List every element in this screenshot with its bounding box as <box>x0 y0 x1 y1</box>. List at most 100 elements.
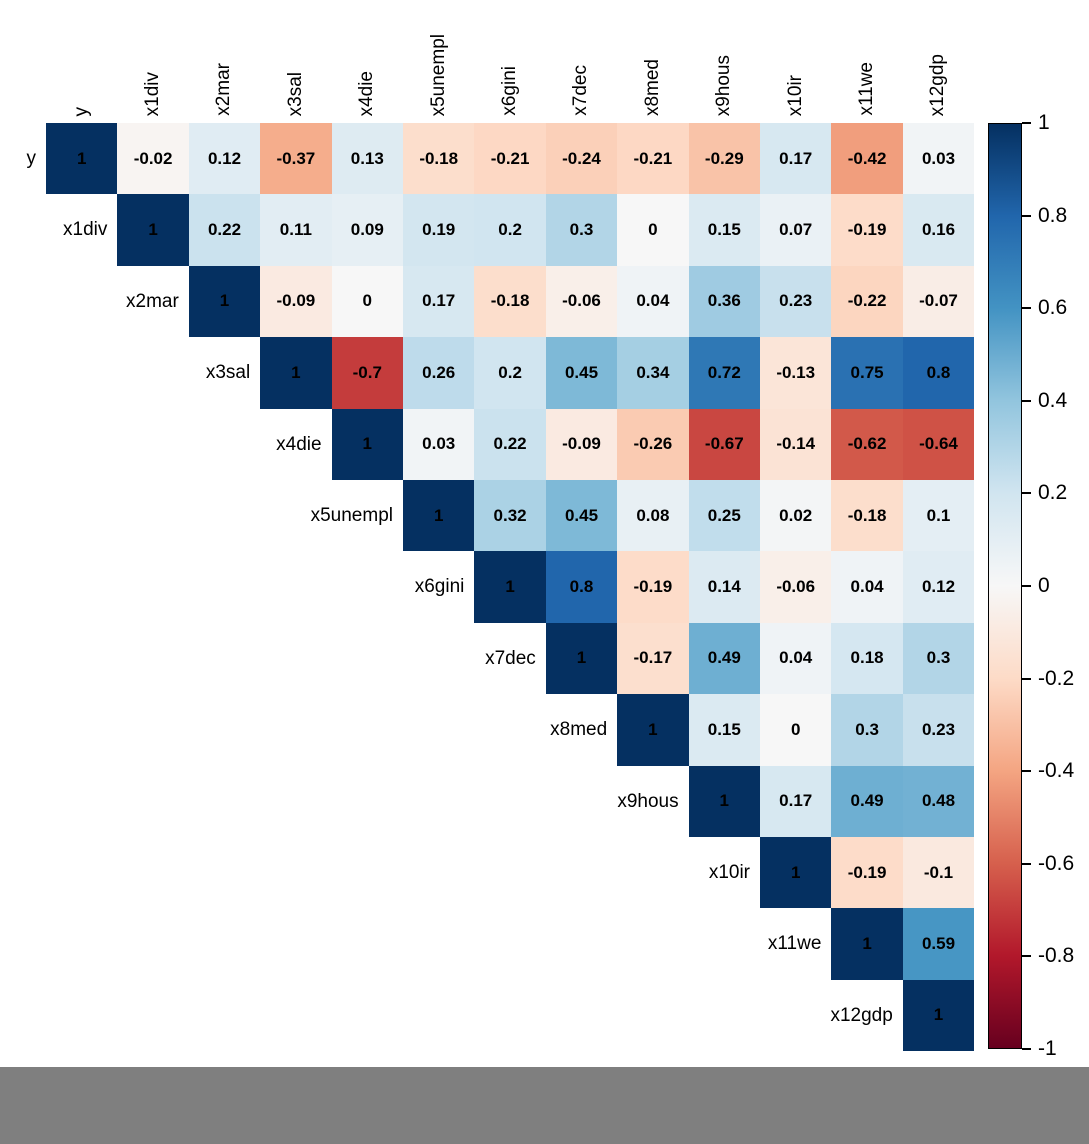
matrix-cell: 0.75 <box>831 337 903 409</box>
row-label: x5unempl <box>310 505 393 526</box>
matrix-cell: 0.08 <box>617 480 689 552</box>
colorbar <box>988 123 1022 1049</box>
matrix-cell: 0.11 <box>260 194 332 266</box>
row-label: x10ir <box>708 862 750 883</box>
footer-bar <box>0 1067 1089 1144</box>
column-label: x7dec <box>546 0 617 116</box>
matrix-cell: 0.72 <box>688 337 760 409</box>
row-label: x8med <box>550 719 608 741</box>
matrix-cell: 0.17 <box>760 765 832 837</box>
column-label: x1div <box>117 0 188 116</box>
row-label: x2mar <box>126 290 179 312</box>
matrix-cell: 0.8 <box>902 337 975 409</box>
matrix-cell: 0.25 <box>688 480 760 552</box>
column-label-text: x6gini <box>499 66 521 116</box>
column-label-text: x7dec <box>570 65 592 116</box>
matrix-cell: 0.8 <box>545 551 618 623</box>
colorbar-tick-label: -0.4 <box>1038 759 1075 783</box>
matrix-cell: 1 <box>260 337 332 409</box>
matrix-cell: 0.32 <box>474 480 546 552</box>
colorbar-tick-label: -0.8 <box>1038 944 1075 968</box>
matrix-cell: 0.1 <box>902 480 975 552</box>
colorbar-tick-mark <box>1022 492 1031 495</box>
matrix-cell: 0.15 <box>688 194 760 266</box>
colorbar-tick-mark <box>1022 1048 1031 1050</box>
row-label: x1div <box>63 219 108 241</box>
matrix-cell: 1 <box>331 408 403 480</box>
colorbar-tick-label: 0.4 <box>1038 388 1068 412</box>
column-label-text: x2mar <box>213 63 235 116</box>
row-label: x9hous <box>617 790 679 812</box>
matrix-cell: -0.18 <box>831 480 903 552</box>
column-label: x8med <box>617 0 688 116</box>
matrix-cell: 0.13 <box>331 123 403 195</box>
matrix-cell: 0.07 <box>760 194 832 266</box>
matrix-cell: 0.59 <box>902 908 975 980</box>
matrix-cell: -0.17 <box>617 622 689 695</box>
matrix-cell: 0.17 <box>760 123 832 195</box>
matrix-cell: 0.34 <box>617 337 689 409</box>
colorbar-tick-mark <box>1022 955 1031 958</box>
matrix-cell: -0.22 <box>831 265 903 338</box>
matrix-cell: 0 <box>760 694 832 766</box>
matrix-cell: 0.26 <box>403 337 475 409</box>
matrix-cell: 0.18 <box>831 622 903 695</box>
matrix-cell: -0.26 <box>617 408 689 480</box>
column-label-text: x1div <box>142 71 164 116</box>
matrix-cell: 1 <box>545 622 618 695</box>
matrix-cell: 0.49 <box>831 765 903 837</box>
column-label-text: x12gdp <box>927 53 949 116</box>
matrix-cell: -0.06 <box>760 551 832 623</box>
matrix-cell: 1 <box>46 123 118 195</box>
matrix-cell: 0.2 <box>474 194 546 266</box>
row-label: x6gini <box>414 576 465 598</box>
matrix-cell: 0 <box>617 194 689 266</box>
colorbar-tick-mark <box>1022 862 1031 865</box>
matrix-cell: -0.7 <box>331 337 403 409</box>
matrix-cell: -0.42 <box>831 123 903 195</box>
matrix-cell: 1 <box>617 694 689 766</box>
column-label: x9hous <box>689 0 760 116</box>
matrix-cell: 0.49 <box>688 622 760 695</box>
column-label: x6gini <box>474 0 545 116</box>
column-label-text: x4die <box>356 70 378 116</box>
matrix-cell: 0.19 <box>403 194 475 266</box>
matrix-cell: 0.48 <box>902 765 975 837</box>
column-label: x3sal <box>260 0 331 116</box>
matrix-cell: 1 <box>760 837 832 909</box>
matrix-cell: 0.17 <box>403 265 475 338</box>
column-label: x10ir <box>760 0 831 116</box>
colorbar-tick-label: 0.2 <box>1038 481 1068 505</box>
matrix-cell: -0.21 <box>617 123 689 195</box>
matrix-cell: -0.29 <box>688 123 760 195</box>
matrix-cell: 0.03 <box>403 408 475 480</box>
matrix-cell: 1 <box>688 765 760 837</box>
column-label-text: x5unempl <box>427 33 449 116</box>
row-label: x11we <box>767 933 822 955</box>
colorbar-tick-mark <box>1022 585 1031 587</box>
matrix-cell: 0.12 <box>188 123 261 195</box>
matrix-cell: 0.22 <box>474 408 546 480</box>
matrix-cell: 0.3 <box>831 694 903 766</box>
colorbar-tick-label: 0.6 <box>1038 296 1068 320</box>
matrix-cell: 0.02 <box>760 480 832 552</box>
colorbar-tick-mark <box>1022 677 1031 680</box>
matrix-cell: -0.62 <box>831 408 903 480</box>
matrix-cell: 0.3 <box>902 622 975 695</box>
matrix-cell: 0.45 <box>545 480 618 552</box>
matrix-cell: 0 <box>331 265 403 338</box>
matrix-cell: -0.09 <box>545 408 618 480</box>
matrix-cell: 0.12 <box>902 551 975 623</box>
matrix-cell: 0.04 <box>617 265 689 338</box>
column-label: x4die <box>332 0 403 116</box>
column-label: x2mar <box>189 0 260 116</box>
colorbar-tick-mark <box>1022 122 1031 124</box>
matrix-cell: -0.07 <box>902 265 975 338</box>
matrix-cell: 0.04 <box>760 622 832 695</box>
matrix-cell: -0.18 <box>474 265 546 338</box>
matrix-cell: 0.04 <box>831 551 903 623</box>
matrix-cell: 1 <box>188 265 261 338</box>
matrix-cell: 0.45 <box>545 337 618 409</box>
column-label: x11we <box>831 0 902 116</box>
